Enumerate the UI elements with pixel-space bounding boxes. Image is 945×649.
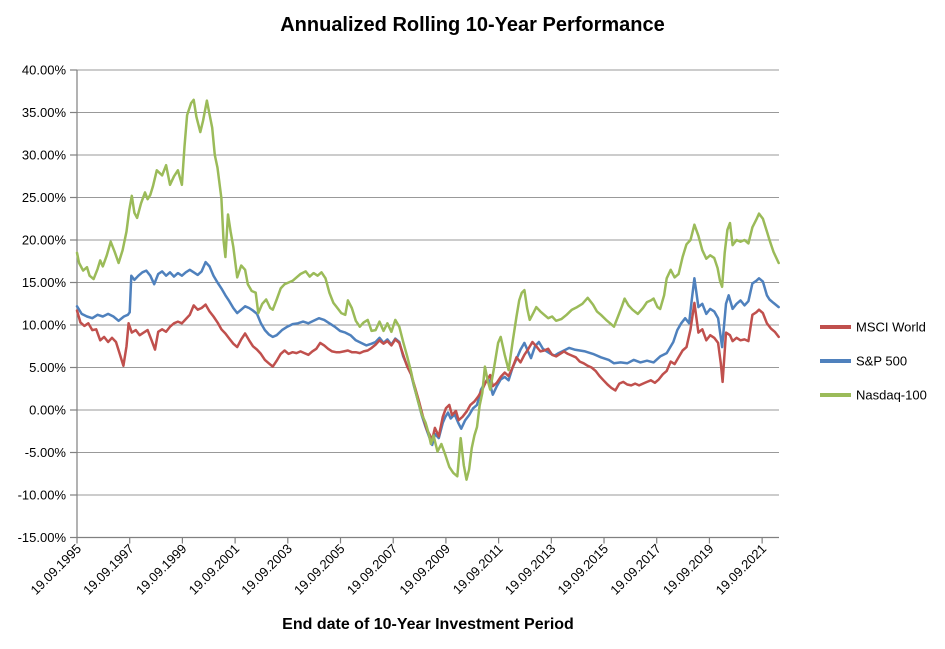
y-axis-tick-label: 40.00%: [22, 63, 67, 78]
x-axis-tick-label: 19.09.1995: [27, 541, 84, 598]
y-axis-tick-label: -10.00%: [18, 488, 67, 503]
x-axis-tick-label: 19.09.2021: [713, 541, 770, 598]
series-line-nasdaq-100: [75, 98, 780, 481]
legend-label-nasdaq-100: Nasdaq-100: [856, 388, 927, 403]
x-axis-tick-label: 19.09.2011: [450, 541, 506, 597]
legend-label-msci-world: MSCI World: [856, 320, 926, 335]
x-axis-tick-label: 19.09.2019: [660, 541, 717, 598]
x-axis-tick-label: 19.09.2003: [238, 541, 295, 598]
x-axis-tick-label: 19.09.2017: [607, 541, 664, 598]
y-axis-tick-label: 5.00%: [29, 360, 66, 375]
x-axis-tick-label: 19.09.1999: [133, 541, 190, 598]
y-axis-tick-label: 0.00%: [29, 403, 66, 418]
series-line-msci-world: [75, 301, 780, 442]
x-axis-tick-label: 19.09.2007: [344, 541, 401, 598]
y-axis-tick-label: 30.00%: [22, 148, 67, 163]
x-axis-tick-label: 19.09.2005: [291, 541, 348, 598]
y-axis-tick-label: 15.00%: [22, 275, 67, 290]
y-axis-tick-label: -15.00%: [18, 530, 67, 545]
y-axis-tick-label: 35.00%: [22, 105, 67, 120]
x-axis-tick-label: 19.09.1997: [80, 541, 137, 598]
y-axis-tick-label: 10.00%: [22, 318, 67, 333]
x-axis-tick-label: 19.09.2009: [396, 541, 453, 598]
legend-label-s-p-500: S&P 500: [856, 354, 907, 369]
x-axis-tick-label: 19.09.2001: [186, 541, 243, 598]
x-axis-tick-label: 19.09.2013: [502, 541, 559, 598]
x-axis-title: End date of 10-Year Investment Period: [282, 616, 574, 633]
y-axis-tick-label: -5.00%: [25, 445, 67, 460]
y-axis-tick-label: 20.00%: [22, 233, 67, 248]
series-line-s-p-500: [75, 260, 780, 447]
x-axis-tick-label: 19.09.2015: [555, 541, 612, 598]
chart-title: Annualized Rolling 10-Year Performance: [280, 14, 665, 36]
y-axis-tick-label: 25.00%: [22, 190, 67, 205]
